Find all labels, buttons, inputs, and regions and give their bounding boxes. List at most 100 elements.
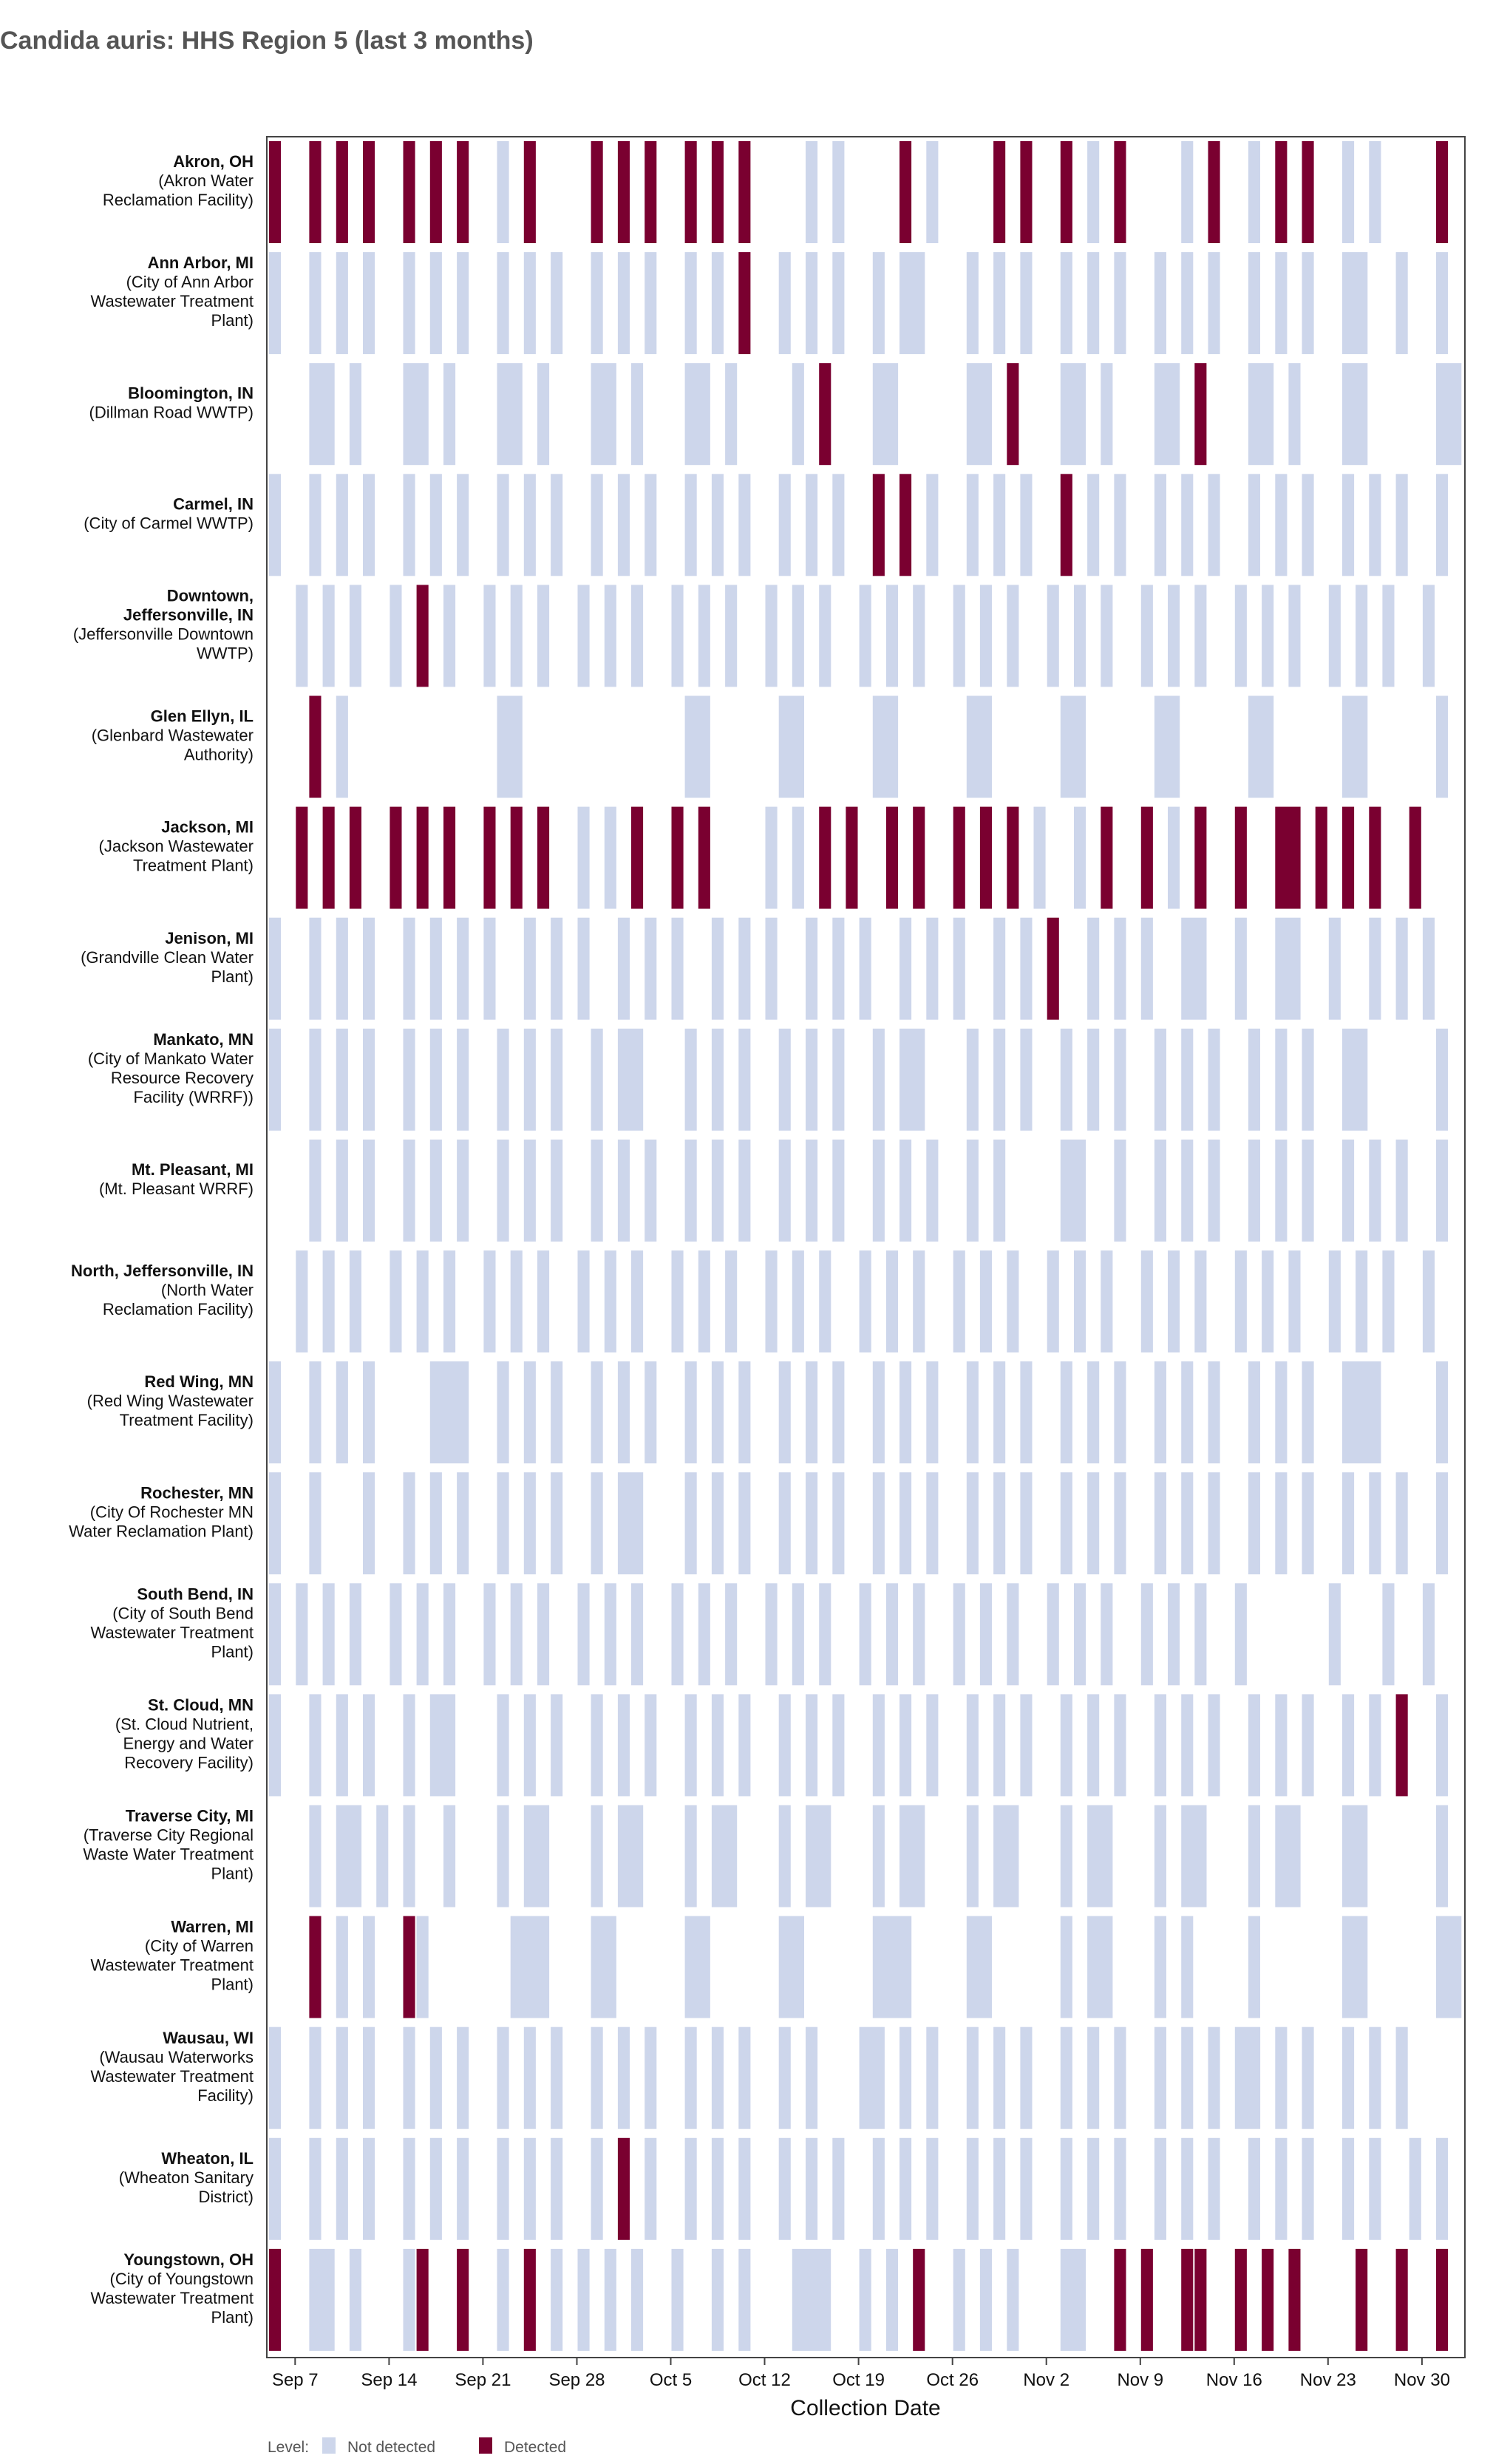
- cell-not-detected[interactable]: [591, 2026, 603, 2129]
- cell-not-detected[interactable]: [778, 1694, 791, 1797]
- cell-not-detected[interactable]: [591, 1028, 603, 1131]
- cell-not-detected[interactable]: [1181, 1916, 1194, 2018]
- cell-not-detected[interactable]: [296, 1583, 308, 1686]
- cell-not-detected[interactable]: [738, 1472, 751, 1575]
- cell-not-detected[interactable]: [1234, 1583, 1247, 1686]
- cell-not-detected[interactable]: [403, 917, 415, 1020]
- cell-not-detected[interactable]: [1342, 252, 1368, 355]
- cell-not-detected[interactable]: [1060, 1361, 1072, 1464]
- cell-not-detected[interactable]: [617, 1805, 644, 1907]
- cell-not-detected[interactable]: [591, 363, 616, 466]
- cell-not-detected[interactable]: [1382, 585, 1395, 687]
- cell-detected[interactable]: [1342, 806, 1355, 909]
- cell-not-detected[interactable]: [819, 585, 831, 687]
- cell-not-detected[interactable]: [604, 1250, 616, 1352]
- cell-not-detected[interactable]: [1342, 1361, 1381, 1464]
- cell-not-detected[interactable]: [778, 252, 791, 355]
- cell-not-detected[interactable]: [671, 917, 684, 1020]
- cell-not-detected[interactable]: [1275, 1361, 1288, 1464]
- cell-not-detected[interactable]: [591, 474, 603, 576]
- cell-not-detected[interactable]: [1033, 806, 1046, 909]
- cell-not-detected[interactable]: [765, 917, 778, 1020]
- cell-not-detected[interactable]: [269, 1583, 282, 1686]
- cell-not-detected[interactable]: [631, 585, 644, 687]
- cell-not-detected[interactable]: [551, 1361, 563, 1464]
- cell-not-detected[interactable]: [510, 1583, 523, 1686]
- cell-not-detected[interactable]: [1020, 917, 1033, 1020]
- cell-not-detected[interactable]: [792, 806, 804, 909]
- cell-not-detected[interactable]: [1114, 252, 1126, 355]
- cell-not-detected[interactable]: [1234, 917, 1247, 1020]
- cell-not-detected[interactable]: [363, 1139, 375, 1242]
- cell-not-detected[interactable]: [1248, 474, 1260, 576]
- cell-not-detected[interactable]: [926, 1694, 939, 1797]
- cell-not-detected[interactable]: [966, 1361, 979, 1464]
- cell-not-detected[interactable]: [483, 1250, 496, 1352]
- cell-not-detected[interactable]: [363, 1028, 375, 1131]
- cell-not-detected[interactable]: [1248, 363, 1274, 466]
- cell-not-detected[interactable]: [577, 585, 590, 687]
- cell-not-detected[interactable]: [953, 1250, 965, 1352]
- cell-detected[interactable]: [684, 141, 697, 243]
- cell-not-detected[interactable]: [792, 2248, 831, 2351]
- cell-not-detected[interactable]: [645, 1139, 657, 1242]
- cell-detected[interactable]: [269, 2248, 282, 2351]
- cell-detected[interactable]: [846, 806, 858, 909]
- cell-not-detected[interactable]: [993, 917, 1006, 1020]
- cell-detected[interactable]: [617, 141, 630, 243]
- cell-detected[interactable]: [1114, 141, 1126, 243]
- cell-not-detected[interactable]: [1181, 252, 1194, 355]
- cell-not-detected[interactable]: [322, 1583, 335, 1686]
- cell-not-detected[interactable]: [1275, 252, 1288, 355]
- cell-not-detected[interactable]: [725, 1583, 738, 1686]
- cell-not-detected[interactable]: [617, 474, 630, 576]
- cell-not-detected[interactable]: [551, 1028, 563, 1131]
- cell-not-detected[interactable]: [832, 1028, 845, 1131]
- cell-not-detected[interactable]: [309, 252, 322, 355]
- cell-detected[interactable]: [1194, 363, 1207, 466]
- cell-not-detected[interactable]: [1342, 2026, 1355, 2129]
- cell-not-detected[interactable]: [1181, 474, 1194, 576]
- cell-not-detected[interactable]: [1101, 1250, 1113, 1352]
- cell-detected[interactable]: [738, 141, 751, 243]
- cell-not-detected[interactable]: [1060, 2248, 1086, 2351]
- cell-not-detected[interactable]: [671, 585, 684, 687]
- cell-not-detected[interactable]: [832, 2137, 845, 2240]
- cell-detected[interactable]: [309, 1916, 322, 2018]
- cell-not-detected[interactable]: [953, 1583, 965, 1686]
- cell-detected[interactable]: [819, 363, 831, 466]
- cell-not-detected[interactable]: [523, 1472, 536, 1575]
- cell-not-detected[interactable]: [993, 1028, 1006, 1131]
- cell-detected[interactable]: [1409, 806, 1421, 909]
- cell-not-detected[interactable]: [1060, 363, 1086, 466]
- cell-not-detected[interactable]: [926, 141, 939, 243]
- cell-not-detected[interactable]: [738, 1361, 751, 1464]
- cell-not-detected[interactable]: [1140, 1583, 1153, 1686]
- cell-not-detected[interactable]: [1208, 1361, 1220, 1464]
- cell-not-detected[interactable]: [684, 252, 697, 355]
- cell-not-detected[interactable]: [336, 917, 348, 1020]
- cell-not-detected[interactable]: [551, 474, 563, 576]
- cell-not-detected[interactable]: [711, 252, 724, 355]
- cell-not-detected[interactable]: [966, 2026, 979, 2129]
- cell-not-detected[interactable]: [1181, 141, 1194, 243]
- cell-not-detected[interactable]: [403, 2248, 415, 2351]
- cell-not-detected[interactable]: [322, 585, 335, 687]
- cell-not-detected[interactable]: [993, 474, 1006, 576]
- cell-detected[interactable]: [591, 141, 603, 243]
- cell-detected[interactable]: [645, 141, 657, 243]
- cell-not-detected[interactable]: [497, 141, 509, 243]
- cell-not-detected[interactable]: [859, 2248, 871, 2351]
- cell-not-detected[interactable]: [1114, 1472, 1126, 1575]
- cell-not-detected[interactable]: [966, 1805, 979, 1907]
- cell-detected[interactable]: [738, 252, 751, 355]
- cell-not-detected[interactable]: [1342, 1694, 1355, 1797]
- cell-not-detected[interactable]: [523, 474, 536, 576]
- cell-not-detected[interactable]: [738, 917, 751, 1020]
- cell-not-detected[interactable]: [497, 474, 509, 576]
- cell-detected[interactable]: [1288, 2248, 1301, 2351]
- cell-not-detected[interactable]: [591, 1805, 603, 1907]
- cell-detected[interactable]: [363, 141, 375, 243]
- cell-not-detected[interactable]: [1208, 2026, 1220, 2129]
- cell-detected[interactable]: [1007, 806, 1019, 909]
